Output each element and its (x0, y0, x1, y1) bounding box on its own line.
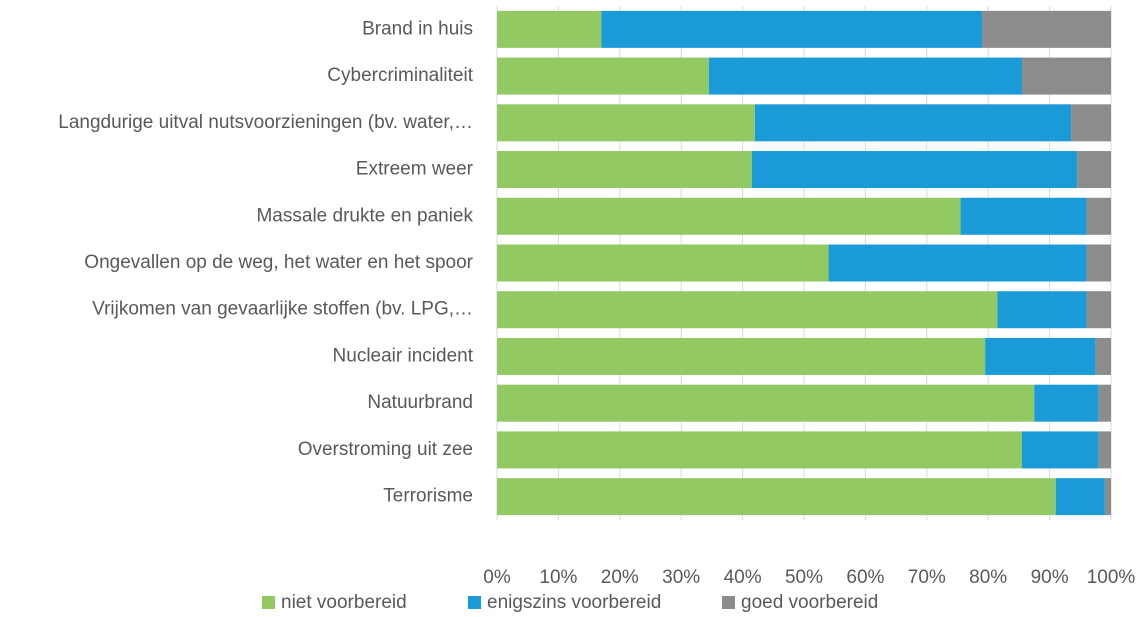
x-tick-label: 20% (601, 567, 639, 588)
y-tick-label: Langdurige uitval nutsvoorzieningen (bv.… (58, 112, 473, 133)
bar-segment (497, 337, 986, 375)
bar-segment (1104, 478, 1111, 516)
y-tick-label: Natuurbrand (367, 392, 473, 413)
bar-segment (754, 104, 1072, 142)
bar-segment (497, 10, 602, 48)
legend-label: enigszins voorbereid (487, 592, 661, 613)
bar-segment (982, 10, 1111, 48)
x-tick-label: 80% (969, 567, 1007, 588)
bar-segment (497, 431, 1022, 469)
x-tick-label: 40% (724, 567, 762, 588)
bar-segment (497, 244, 829, 282)
x-tick-label: 70% (908, 567, 946, 588)
x-tick-label: 90% (1031, 567, 1069, 588)
x-tick-label: 50% (785, 567, 823, 588)
y-tick-label: Cybercriminaliteit (327, 65, 473, 86)
bar-segment (601, 10, 983, 48)
bar-segment (1071, 104, 1111, 142)
bar-segment (1077, 151, 1111, 189)
legend-label: goed voorbereid (741, 592, 878, 613)
bar-segment (1086, 291, 1111, 329)
x-tick-label: 30% (662, 567, 700, 588)
x-tick-label: 100% (1087, 567, 1136, 588)
bar-segment (497, 291, 998, 329)
bar-segment (497, 151, 752, 189)
bar-segment (497, 197, 961, 235)
bar-segment (985, 337, 1096, 375)
bar-segment (960, 197, 1087, 235)
y-tick-label: Brand in huis (362, 18, 473, 39)
bar-segment (1034, 384, 1099, 422)
bar-segment (497, 104, 755, 142)
bar-segment (1098, 384, 1111, 422)
bar-segment (497, 384, 1035, 422)
bar-segment (1095, 337, 1111, 375)
bar-segment (497, 478, 1056, 516)
legend-swatch (262, 596, 275, 609)
legend-label: niet voorbereid (281, 592, 407, 613)
legend-swatch (468, 596, 481, 609)
y-tick-label: Overstroming uit zee (298, 439, 473, 460)
x-tick-label: 10% (539, 567, 577, 588)
bar-segment (828, 244, 1087, 282)
y-tick-label: Ongevallen op de weg, het water en het s… (84, 252, 473, 273)
bar-segment (997, 291, 1087, 329)
bar-segment (751, 151, 1078, 189)
bar-segment (1021, 57, 1111, 95)
legend-swatch (722, 596, 735, 609)
bar-segment (1086, 244, 1111, 282)
y-tick-label: Massale drukte en paniek (256, 205, 473, 226)
bar-segment (1021, 431, 1099, 469)
bar-segment (708, 57, 1022, 95)
y-tick-label: Vrijkomen van gevaarlijke stoffen (bv. L… (92, 299, 473, 320)
y-tick-label: Terrorisme (383, 486, 473, 507)
bar-segment (1086, 197, 1111, 235)
x-tick-label: 60% (846, 567, 884, 588)
bar-segment (497, 57, 709, 95)
x-tick-label: 0% (483, 567, 511, 588)
bar-segment (1098, 431, 1111, 469)
bar-segment (1055, 478, 1105, 516)
y-tick-label: Nucleair incident (333, 345, 474, 366)
y-tick-label: Extreem weer (356, 159, 474, 180)
